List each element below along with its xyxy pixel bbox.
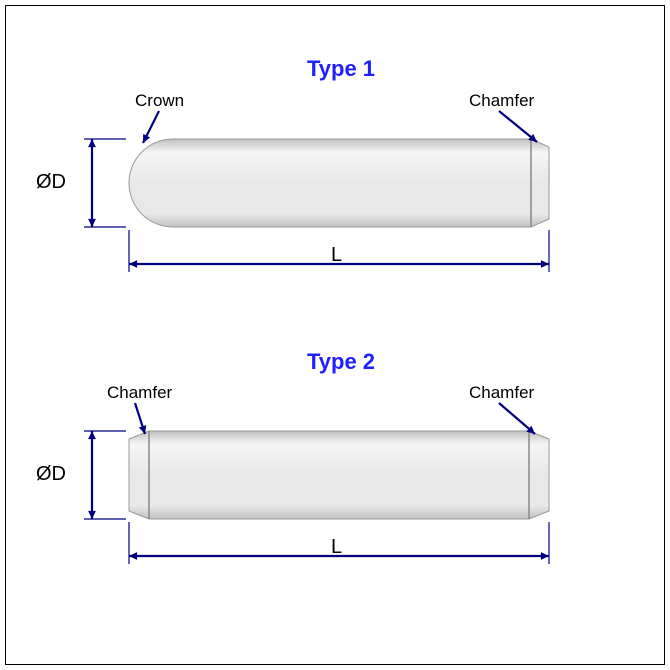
type1-title: Type 1 [271,56,411,82]
type2-diameter-label: ØD [36,463,66,486]
diagram-frame: Type 1 Crown Chamfer ØD L Type 2 Chamfer… [5,5,665,665]
type2-right-label: Chamfer [469,383,534,403]
type2-title: Type 2 [271,349,411,375]
type1-diameter-label: ØD [36,171,66,194]
type2-length-label: L [331,536,342,559]
type2-left-label: Chamfer [107,383,172,403]
type1-left-label: Crown [135,91,184,111]
type1-length-label: L [331,244,342,267]
type1-right-label: Chamfer [469,91,534,111]
diagram-svg [6,6,666,666]
